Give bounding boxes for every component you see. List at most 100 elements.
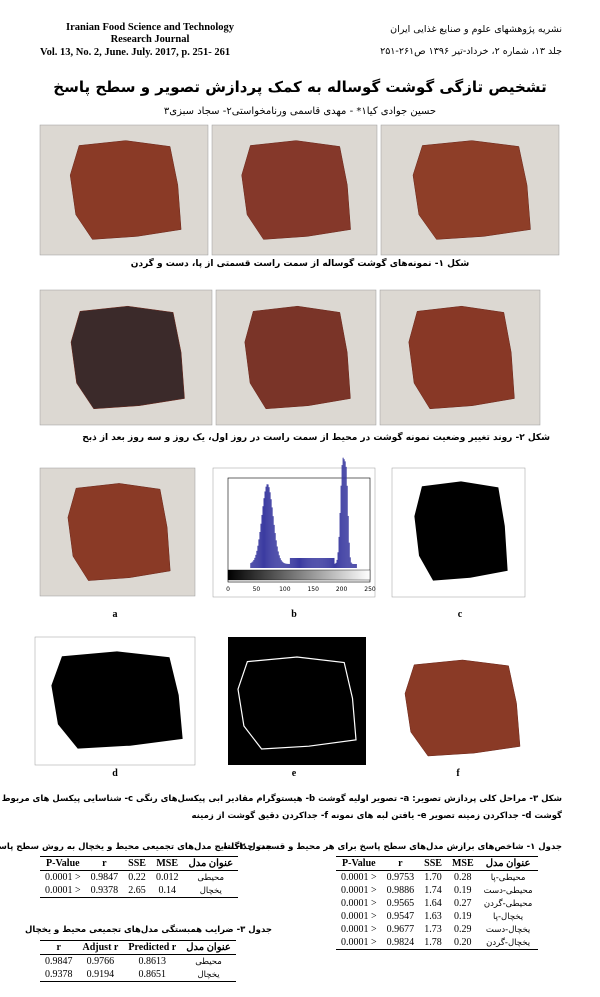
table-cell: محیطی-پا [490,872,526,883]
table: عنوان مدل MSE SSE r P-Value محیطی-پا 0.28 1.70 0… [336,856,538,950]
table-cell: SSE [419,856,447,871]
histogram-bar [338,536,340,568]
data-table: عنوان مدل Predicted r Adjust r r محیطی 0.8613… [40,940,236,982]
histogram-bar [263,498,265,568]
histogram-bar [349,557,351,568]
histogram-bar [282,562,284,568]
histogram-bar [284,563,286,568]
histogram-bar [326,558,328,568]
histogram-bar [250,563,252,568]
histogram-bar [299,558,300,568]
table-cell: < 0.0001 [341,898,377,909]
meat [237,656,357,750]
table: عنوان مدل MSE SSE r P-Value محیطی 0.012 0.22 0.9… [40,856,239,898]
histogram-bar [262,506,264,568]
table-cell: 0.14 [150,884,184,898]
journal-volume: Vol. 13, No. 2, June. July. 2017, p. 251… [40,47,231,58]
table-cell: P-Value [40,856,86,871]
histogram-bar [344,461,346,568]
histogram-bar [355,564,357,568]
table-cell: عنوان مدل [181,940,236,955]
meat [70,305,185,410]
table-cell: 0.8613 [138,956,167,967]
meat [404,659,521,757]
histogram-bar [348,542,350,568]
panel-label: e [292,768,297,779]
table-cell: < 0.0001 [336,936,382,950]
table-cell: SSE [123,856,151,871]
table-cell: 1.73 [424,924,442,935]
table-title: جدول ۳- ضرایب همبستگی مدل‌های تجمیعی محی… [25,925,272,935]
meat [51,651,183,749]
histogram-bar [285,563,287,568]
histogram-bar [283,563,285,568]
journal-fa: نشریه پژوهشهای علوم و صنایع غذایی ایران [390,24,562,35]
table-cell: 0.22 [128,872,146,883]
histogram-bar [331,557,333,568]
histogram-bar [321,558,323,568]
journal-en: Iranian Food Science and Technology Rese… [40,22,260,46]
table-cell: یخچال-پا [493,911,524,922]
histogram-bar [341,465,343,568]
table-cell: 0.28 [454,872,472,883]
caption: گوشت d- جداکردن زمینه تصویر e- یافتن لبه… [191,811,562,821]
meat [412,140,531,240]
table-cell: r [381,856,420,871]
table-cell: یخچال-دست [485,924,531,935]
histogram-bar [260,523,262,568]
histogram-bar [258,539,260,568]
histogram-tick: 200 [336,586,348,593]
histogram-bar [267,484,269,568]
histogram-bar [312,558,314,568]
histogram-bar [266,484,268,568]
histogram-bar [302,558,304,568]
table-cell: 0.29 [454,924,472,935]
table-cell: Adjust r [77,940,124,955]
histogram-tick: 0 [226,586,230,593]
table-cell: محیطی-گردن [483,898,533,909]
panel-label: a [113,609,118,620]
table-cell: 0.20 [446,936,479,950]
table-row: محیطی 0.012 0.22 0.9847 < 0.0001 [40,871,238,885]
caption: شکل ۲- روند تغییر وضعیت نمونه گوشت در مح… [82,433,550,443]
histogram-bar [316,558,318,568]
histogram-bar [301,558,303,568]
histogram-bar [317,558,319,568]
table-row: محیطی-پا 0.28 1.70 0.9753 < 0.0001 [336,871,538,885]
table: عنوان مدل Predicted r Adjust r r محیطی 0.8613… [40,940,236,982]
table-cell: 0.19 [454,911,472,922]
histogram-bar [304,558,306,568]
table-cell: 0.9847 [90,872,119,883]
histogram-bar [295,557,297,568]
table-title: جدول ۱- شاخص‌های برازش مدل‌های سطح پاسخ … [222,842,562,852]
histogram-bar [334,563,336,568]
histogram-bar [307,558,309,568]
table-row: عنوان مدل MSE SSE r P-Value [336,856,538,871]
histogram-tick: 250 [364,586,376,593]
histogram-bar [297,558,299,568]
histogram-bar [328,558,330,568]
histogram-bar [324,558,326,568]
histogram-bar [311,558,313,568]
histogram-bar [293,557,295,568]
table-cell: 0.9194 [77,968,124,982]
histogram-bar [337,552,339,568]
table-cell: < 0.0001 [45,872,81,883]
data-table: عنوان مدل MSE SSE r P-Value محیطی-پا 0.28 1.70 0… [336,856,538,950]
histogram-bar [291,557,293,568]
histogram-bar [336,559,338,568]
histogram-bar [320,558,322,568]
histogram-bar [340,485,342,568]
meat [241,140,351,240]
histogram-bar [327,558,329,568]
table-cell: یخچال-گردن [478,936,538,950]
table-cell: 1.64 [424,898,442,909]
histogram-bar [264,491,266,568]
meat [244,305,351,410]
table-cell: MSE [446,856,479,871]
histogram-bar [310,558,312,568]
histogram-bar [254,557,256,568]
histogram-bar [315,558,317,568]
table-cell: 1.74 [424,885,442,896]
table-title: جدول ۲- نتایج مدل‌های تجمیعی محیط و یخچا… [0,842,272,852]
